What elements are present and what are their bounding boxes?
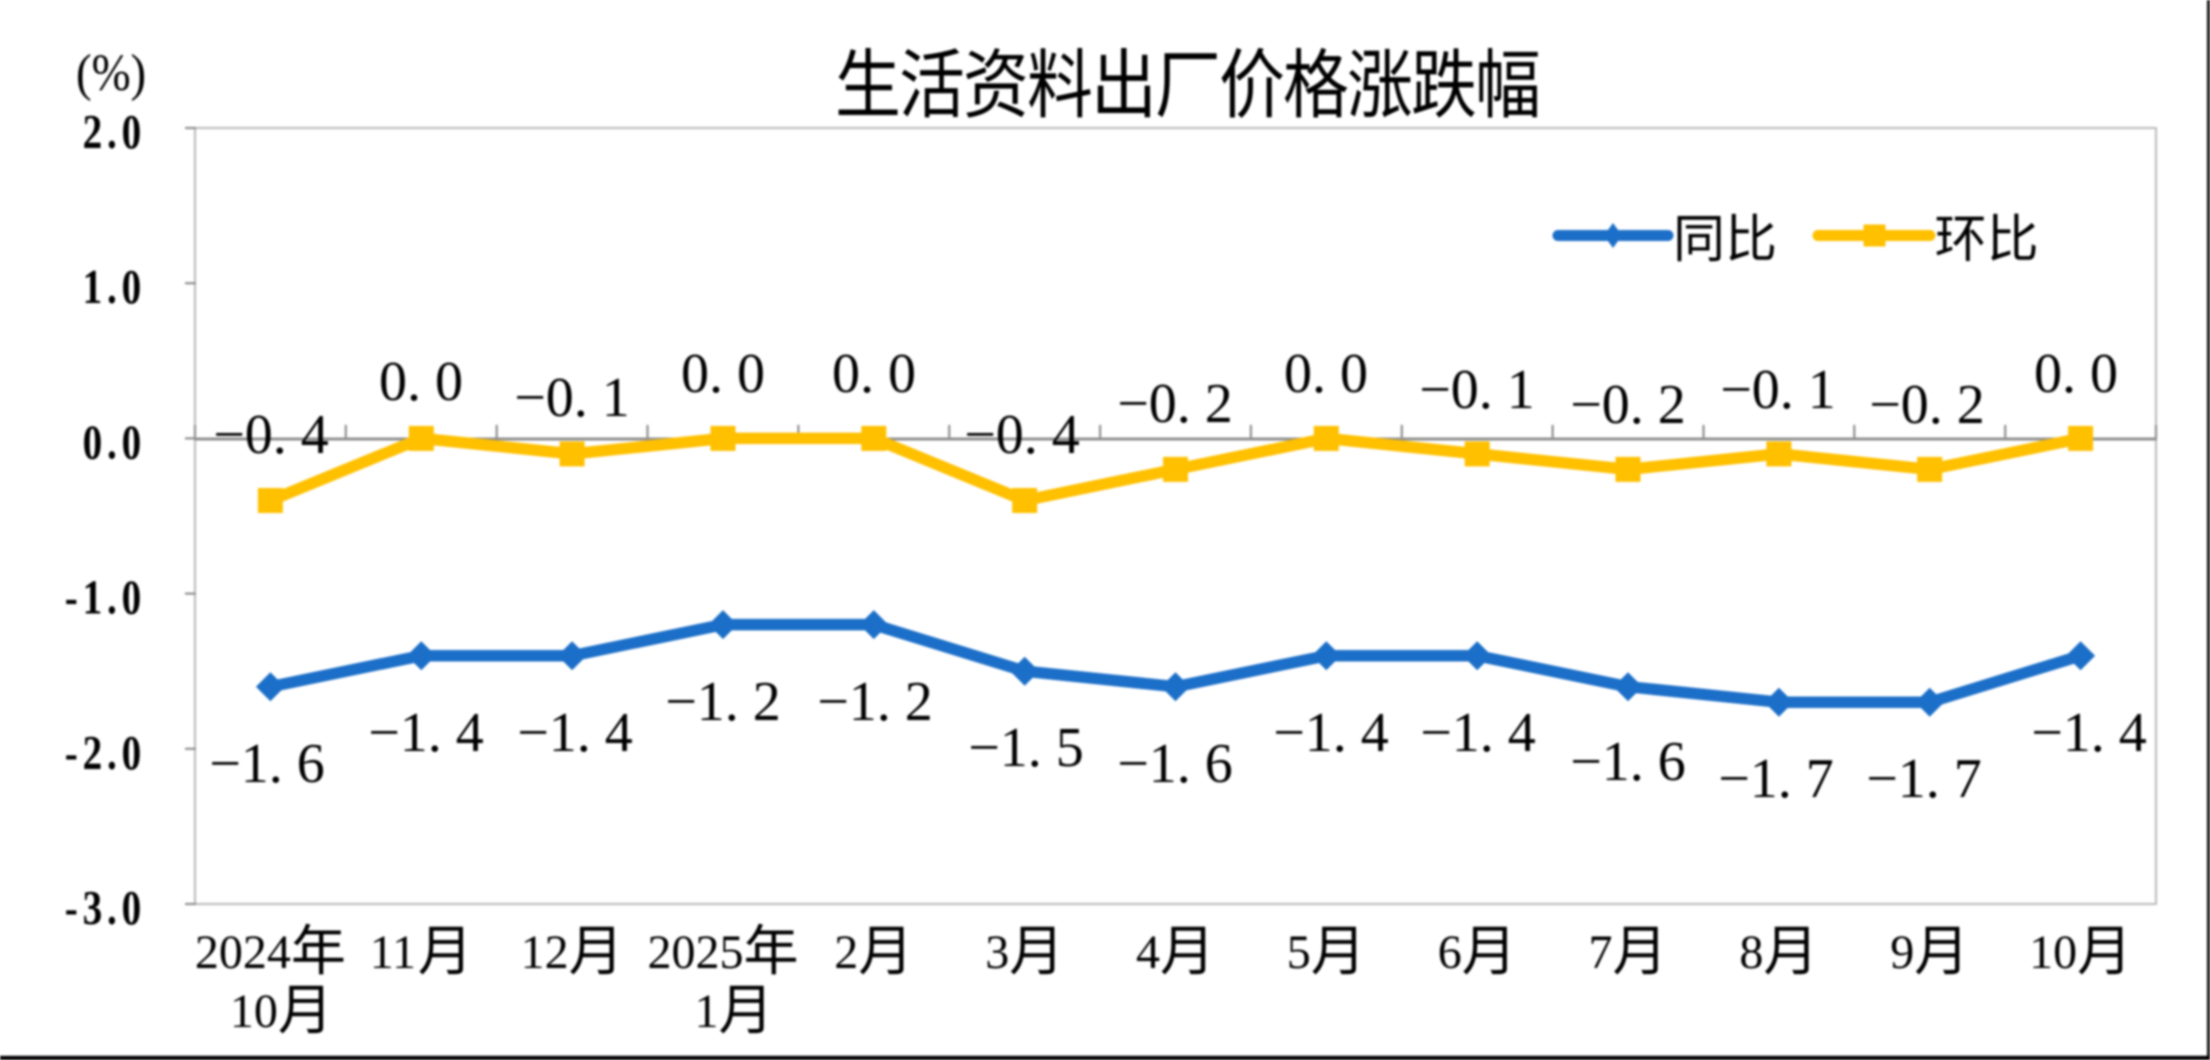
svg-text:−0. 2: −0. 2 [1869,374,1985,436]
svg-text:−0. 4: −0. 4 [213,404,329,466]
svg-text:−1. 4: −1. 4 [1420,702,1536,764]
svg-text:1.0: 1.0 [83,259,146,314]
svg-text:0.0: 0.0 [83,414,146,469]
svg-text:10: 10 [230,985,278,1038]
svg-text:9: 9 [1890,926,1914,979]
svg-text:2024: 2024 [195,926,291,979]
svg-text:−1. 4: −1. 4 [1273,702,1389,764]
svg-text:0. 0: 0. 0 [2034,343,2118,405]
svg-text:-1.0: -1.0 [65,569,146,624]
svg-text:0. 0: 0. 0 [681,343,765,405]
svg-text:2.0: 2.0 [83,104,146,159]
svg-text:1: 1 [695,985,719,1038]
svg-text:10: 10 [2029,926,2077,979]
svg-text:−0. 2: −0. 2 [1570,374,1686,436]
svg-text:(%): (%) [76,44,146,102]
svg-text:−1. 2: −1. 2 [665,671,781,733]
svg-text:−1. 5: −1. 5 [968,717,1084,779]
svg-text:4: 4 [1136,926,1160,979]
svg-text:2: 2 [834,926,858,979]
svg-text:12: 12 [521,926,569,979]
svg-text:−1. 6: −1. 6 [1117,733,1233,795]
svg-text:−0. 1: −0. 1 [1419,359,1535,421]
svg-text:−1. 4: −1. 4 [368,702,484,764]
svg-text:-3.0: -3.0 [65,880,146,935]
svg-text:0. 0: 0. 0 [379,351,463,413]
svg-text:7: 7 [1589,926,1613,979]
svg-text:−0. 4: −0. 4 [964,404,1080,466]
svg-text:3: 3 [985,926,1009,979]
svg-text:−1. 6: −1. 6 [209,733,325,795]
svg-text:−1. 7: −1. 7 [1718,748,1834,810]
svg-text:0. 0: 0. 0 [1284,343,1368,405]
svg-text:2025: 2025 [648,926,744,979]
svg-text:8: 8 [1739,926,1763,979]
svg-text:−0. 1: −0. 1 [514,367,630,429]
svg-text:5: 5 [1287,926,1311,979]
svg-text:−1. 6: −1. 6 [1570,731,1686,793]
svg-text:11: 11 [370,926,416,979]
svg-text:0. 0: 0. 0 [832,343,916,405]
svg-text:-2.0: -2.0 [65,725,146,780]
svg-text:−1. 4: −1. 4 [517,702,633,764]
svg-text:−1. 4: −1. 4 [2031,702,2147,764]
svg-text:6: 6 [1438,926,1462,979]
svg-text:−1. 2: −1. 2 [817,671,933,733]
svg-text:−1. 7: −1. 7 [1866,748,1982,810]
svg-text:−0. 2: −0. 2 [1117,373,1233,435]
svg-text:−0. 1: −0. 1 [1720,359,1836,421]
